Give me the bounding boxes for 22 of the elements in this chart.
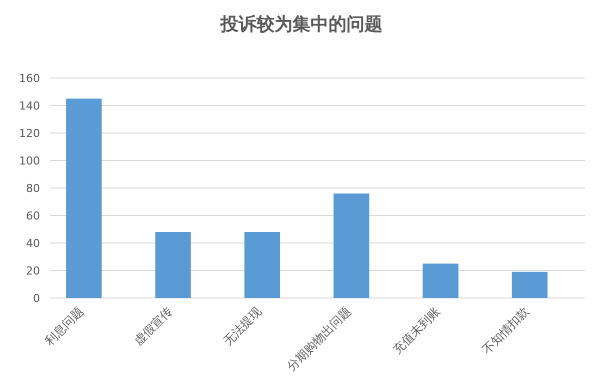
x-tick-label: 利息问题 <box>42 304 86 348</box>
bar <box>334 194 370 298</box>
chart-title: 投诉较为集中的问题 <box>220 14 382 35</box>
x-tick-label: 充值未到账 <box>390 304 443 357</box>
x-tick-label: 不知情扣款 <box>480 304 532 357</box>
y-tick-label: 140 <box>19 100 40 112</box>
bar <box>155 232 191 298</box>
y-tick-label: 60 <box>26 210 40 222</box>
bar <box>244 232 280 298</box>
bar <box>66 98 102 298</box>
y-tick-label: 80 <box>26 182 40 195</box>
y-tick-label: 0 <box>33 292 40 305</box>
bar <box>422 264 458 298</box>
y-tick-label: 160 <box>19 72 40 85</box>
x-tick-label: 虚假宣传 <box>131 304 176 348</box>
x-tick-label: 无法提现 <box>220 304 264 348</box>
y-tick-label: 40 <box>26 237 40 250</box>
bar <box>512 272 548 298</box>
y-tick-label: 100 <box>19 154 40 168</box>
y-tick-label: 20 <box>26 264 40 278</box>
y-tick-label: 120 <box>19 127 40 140</box>
x-tick-label: 分期购物出问题 <box>284 304 354 374</box>
